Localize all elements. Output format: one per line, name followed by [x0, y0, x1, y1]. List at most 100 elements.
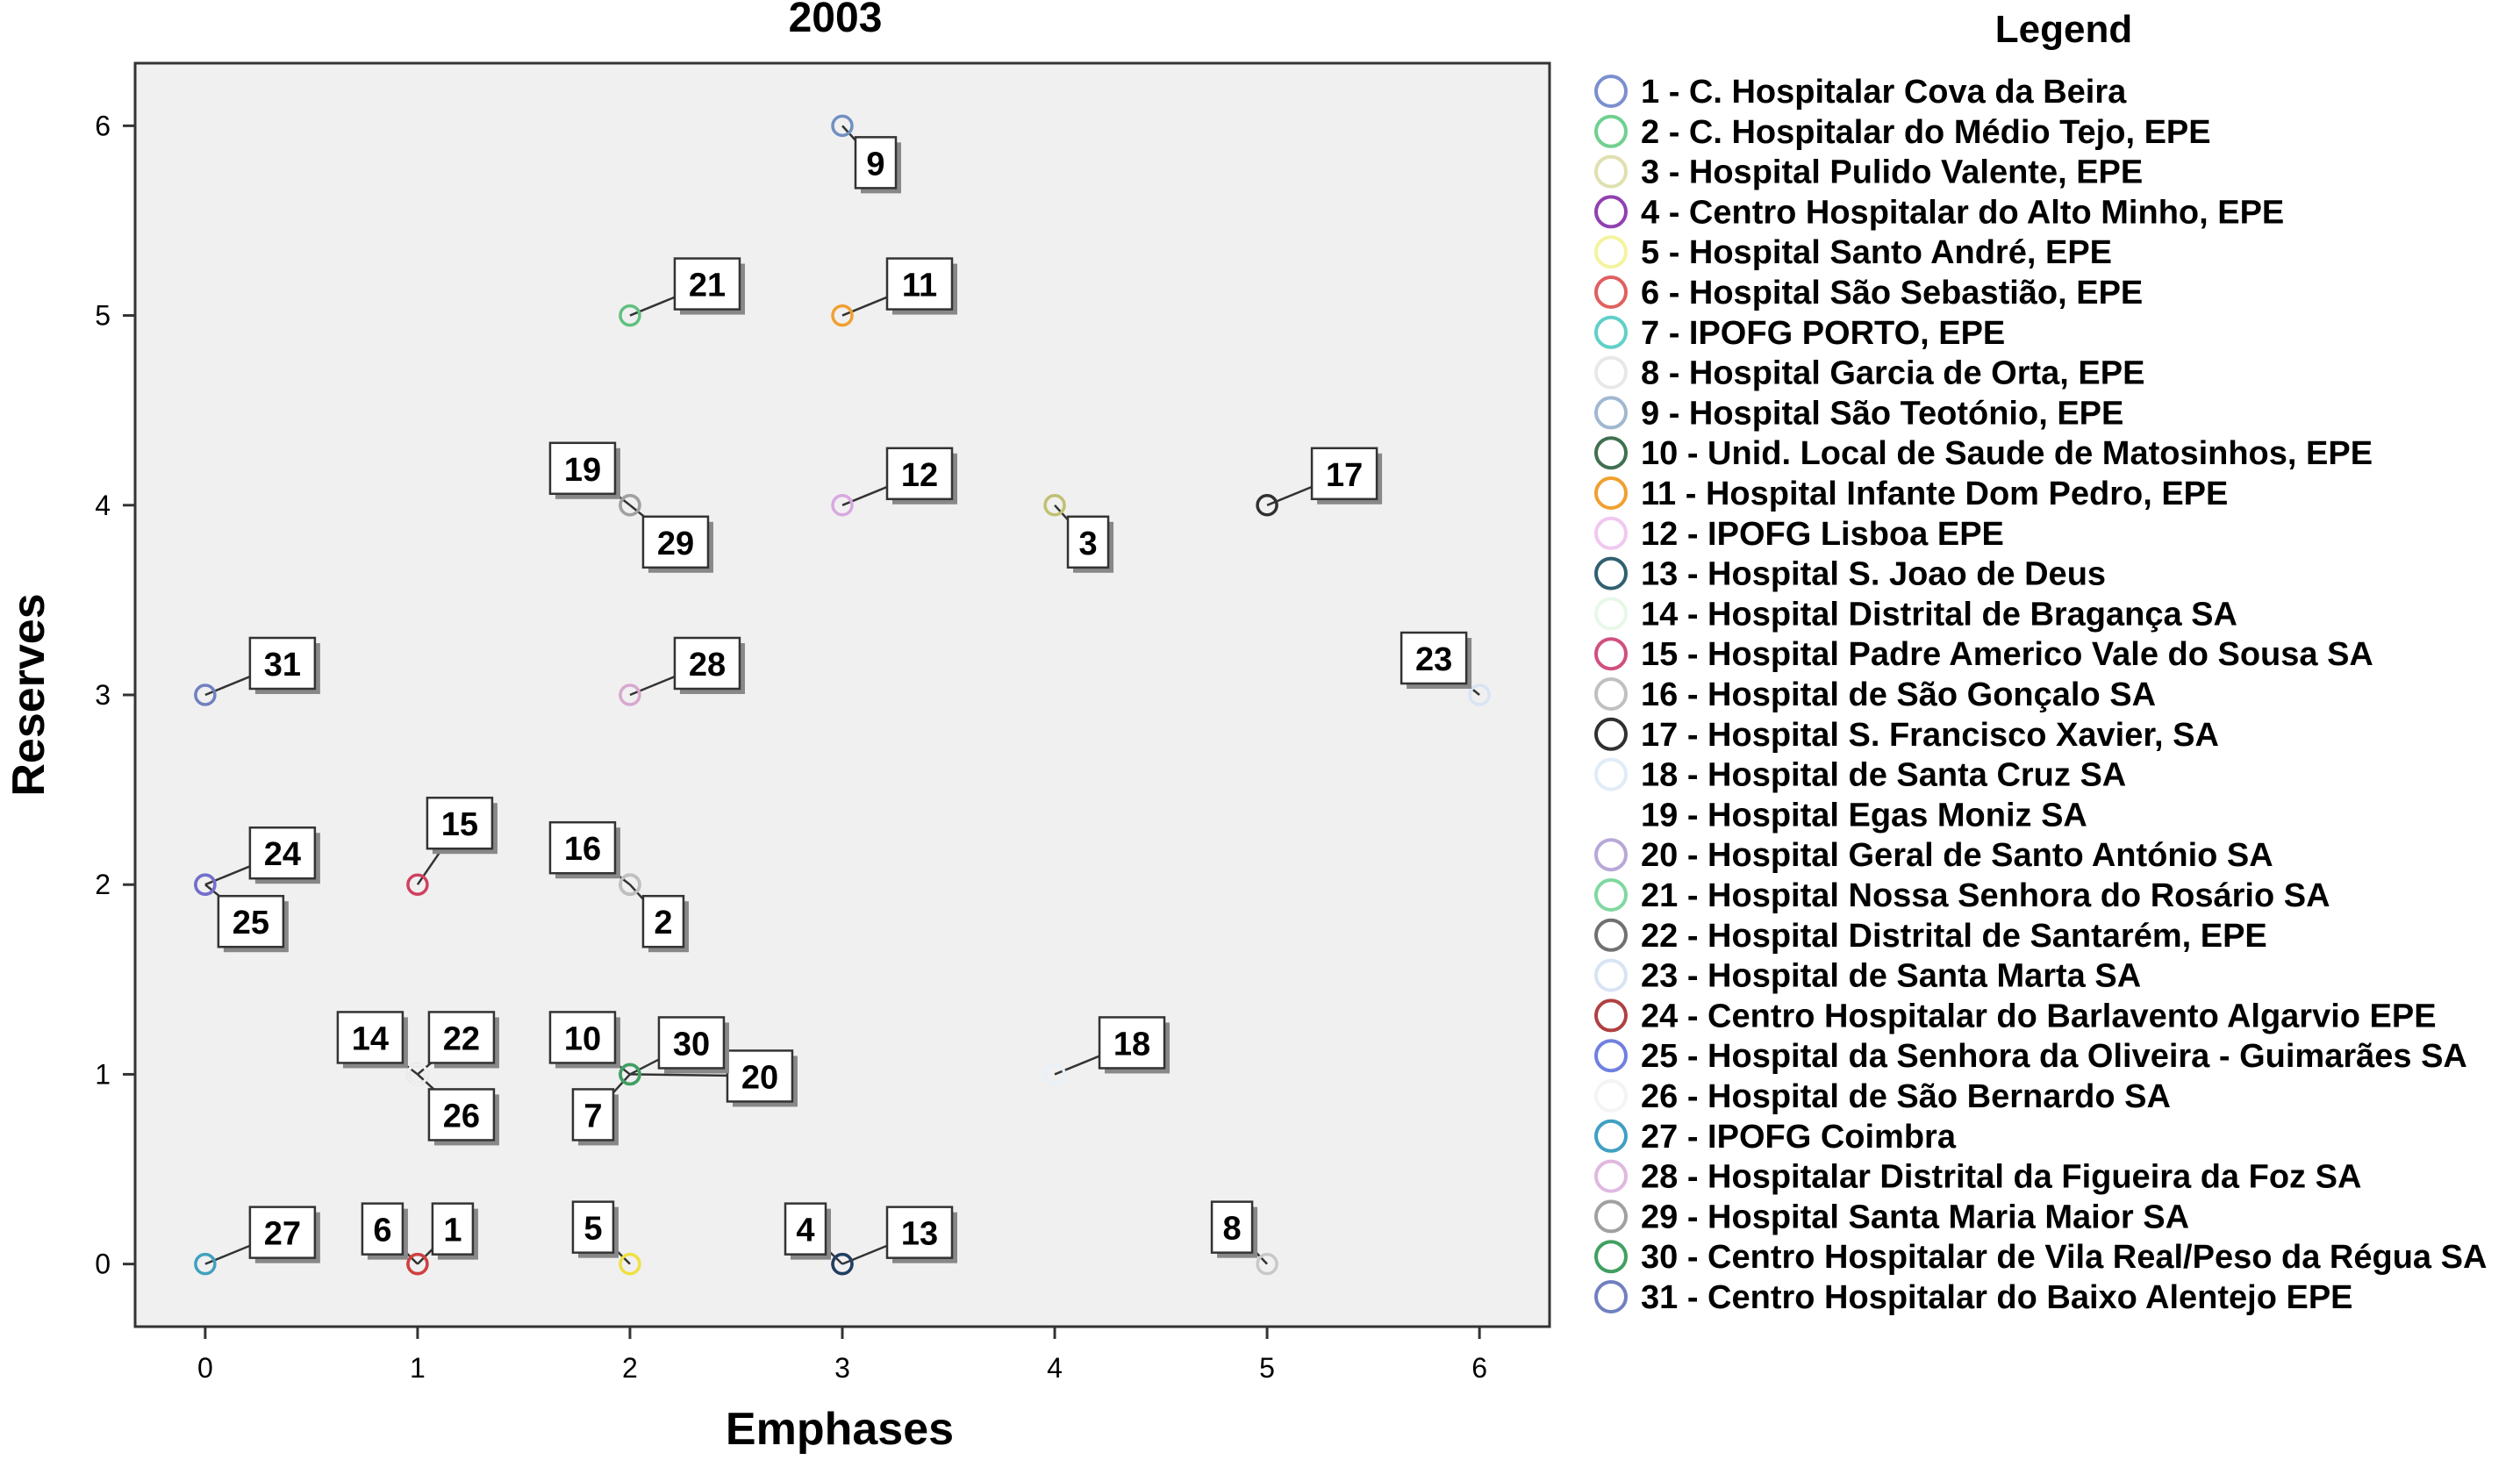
- point-marker: [619, 683, 641, 706]
- legend-marker: [1594, 717, 1628, 751]
- data-point-21: 21: [619, 257, 745, 327]
- point-label: 30: [673, 1026, 710, 1063]
- point-label: 4: [796, 1213, 814, 1249]
- legend-item: 14 - Hospital Distrital de Bragança SA: [1594, 596, 2237, 633]
- label-box: [431, 1202, 475, 1256]
- legend-title: Legend: [1995, 8, 2132, 51]
- legend-label: 19 - Hospital Egas Moniz SA: [1641, 797, 2087, 834]
- legend-marker: [1594, 1119, 1628, 1153]
- data-point-9: 9: [831, 114, 901, 194]
- legend-marker: [1594, 1280, 1628, 1313]
- legend-item: 4 - Centro Hospitalar do Alto Minho, EPE: [1594, 194, 2284, 231]
- label-box: [336, 1011, 404, 1064]
- legend-item: 15 - Hospital Padre Americo Vale do Sous…: [1594, 636, 2373, 673]
- point-label: 5: [583, 1211, 602, 1248]
- label-box: [641, 894, 685, 948]
- legend-marker: [1594, 998, 1628, 1033]
- data-point-4: 4: [784, 1202, 854, 1276]
- y-tick-label: 1: [95, 1058, 111, 1090]
- point-marker: [194, 683, 217, 706]
- legend-label: 31 - Centro Hospitalar do Baixo Alentejo…: [1641, 1279, 2353, 1316]
- data-point-27: 27: [194, 1206, 320, 1276]
- legend-label: 24 - Centro Hospitalar do Barlavento Alg…: [1641, 998, 2437, 1034]
- legend-marker: [1594, 75, 1628, 108]
- label-box: [548, 441, 617, 496]
- legend-marker: [1594, 476, 1628, 510]
- legend-marker: [1594, 396, 1628, 430]
- legend-item: 7 - IPOFG PORTO, EPE: [1594, 315, 2005, 352]
- label-box: [854, 136, 898, 190]
- legend-marker: [1594, 958, 1628, 992]
- point-marker: [831, 494, 854, 517]
- point-label: 16: [564, 831, 601, 868]
- data-point-15: 15: [406, 796, 498, 896]
- x-axis: 0 1 2 3 4 5 6: [197, 1327, 1487, 1384]
- legend-label: 12 - IPOFG Lisboa EPE: [1641, 516, 2004, 553]
- y-tick-label: 5: [95, 300, 111, 332]
- legend-label: 28 - Hospitalar Distrital da Figueira da…: [1641, 1159, 2361, 1196]
- point-marker: [194, 873, 217, 896]
- legend-label: 11 - Hospital Infante Dom Pedro, EPE: [1641, 476, 2228, 512]
- legend-label: 4 - Centro Hospitalar do Alto Minho, EPE: [1641, 194, 2284, 231]
- legend-item: 21 - Hospital Nossa Senhora do Rosário S…: [1594, 877, 2330, 914]
- legend-item: 18 - Hospital de Santa Cruz SA: [1594, 757, 2126, 794]
- label-box: [1066, 515, 1110, 569]
- legend-marker: [1594, 1079, 1628, 1113]
- chart-title: 2003: [789, 0, 883, 41]
- data-point-8: 8: [1210, 1200, 1278, 1276]
- x-tick-label: 4: [1047, 1352, 1063, 1384]
- data-point-18: 18: [1043, 1016, 1171, 1086]
- legend-marker: [1594, 878, 1628, 912]
- legend-label: 5 - Hospital Santo André, EPE: [1641, 234, 2112, 271]
- legend-label: 29 - Hospital Santa Maria Maior SA: [1641, 1199, 2189, 1235]
- point-label: 9: [866, 146, 884, 182]
- legend-label: 25 - Hospital da Senhora da Oliveira - G…: [1641, 1038, 2467, 1075]
- legend-marker: [1594, 757, 1628, 791]
- point-marker: [619, 494, 641, 517]
- data-point-25: 25: [194, 873, 289, 953]
- legend-marker: [1594, 798, 1628, 832]
- label-box: [1310, 447, 1378, 501]
- point-label: 23: [1415, 641, 1452, 678]
- legend-item: 3 - Hospital Pulido Valente, EPE: [1594, 154, 2143, 191]
- point-label: 12: [901, 457, 938, 494]
- legend-item: 6 - Hospital São Sebastião, EPE: [1594, 275, 2143, 311]
- point-label: 19: [564, 452, 601, 489]
- legend-item: 10 - Unid. Local de Saude de Matosinhos,…: [1594, 435, 2373, 472]
- x-tick-label: 5: [1259, 1352, 1275, 1384]
- point-label: 29: [657, 526, 694, 562]
- legend-label: 1 - C. Hospitalar Cova da Beira: [1641, 74, 2127, 111]
- point-label: 21: [689, 268, 726, 304]
- label-box: [673, 257, 741, 311]
- x-tick-label: 6: [1471, 1352, 1487, 1384]
- legend-marker: [1594, 355, 1628, 390]
- data-point-19: 19: [548, 441, 641, 517]
- legend-item: 2 - C. Hospitalar do Médio Tejo, EPE: [1594, 114, 2211, 151]
- point-label: 27: [264, 1216, 301, 1253]
- legend-marker: [1594, 1199, 1628, 1234]
- label-box: [426, 796, 494, 850]
- legend-marker: [1594, 276, 1628, 309]
- legend-label: 30 - Centro Hospitalar de Vila Real/Peso…: [1641, 1239, 2487, 1276]
- data-point-31: 31: [194, 636, 320, 706]
- label-box: [248, 1206, 317, 1259]
- legend-marker: [1594, 235, 1628, 269]
- point-marker: [619, 1063, 641, 1086]
- label-box: [1098, 1016, 1166, 1070]
- legend-item: 26 - Hospital de São Bernardo SA: [1594, 1078, 2171, 1115]
- point-marker: [1256, 1252, 1278, 1276]
- legend-label: 10 - Unid. Local de Saude de Matosinhos,…: [1641, 435, 2373, 472]
- legend-label: 6 - Hospital São Sebastião, EPE: [1641, 275, 2143, 311]
- legend-item: 30 - Centro Hospitalar de Vila Real/Peso…: [1594, 1239, 2487, 1276]
- point-marker: [1043, 494, 1066, 517]
- legend-label: 17 - Hospital S. Francisco Xavier, SA: [1641, 717, 2219, 754]
- point-marker: [619, 304, 641, 327]
- legend-item: 12 - IPOFG Lisboa EPE: [1594, 516, 2004, 553]
- label-box: [217, 894, 285, 948]
- point-label: 24: [264, 836, 301, 873]
- data-point-5: 5: [571, 1200, 641, 1276]
- label-box: [248, 826, 317, 880]
- data-point-11: 11: [831, 257, 957, 327]
- legend-item: 13 - Hospital S. Joao de Deus: [1594, 556, 2106, 593]
- data-point-17: 17: [1256, 447, 1383, 517]
